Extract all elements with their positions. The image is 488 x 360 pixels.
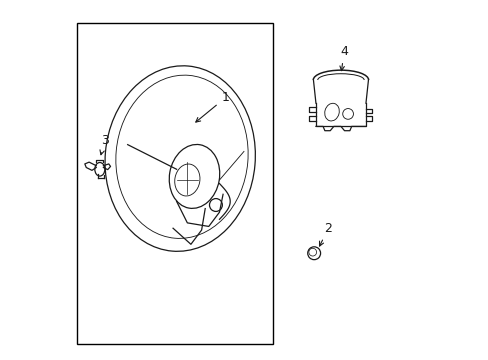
Text: 3: 3 xyxy=(100,134,108,155)
Text: 1: 1 xyxy=(195,91,229,122)
Text: 4: 4 xyxy=(339,45,347,71)
Bar xyxy=(77,23,272,344)
Text: 2: 2 xyxy=(319,222,332,246)
